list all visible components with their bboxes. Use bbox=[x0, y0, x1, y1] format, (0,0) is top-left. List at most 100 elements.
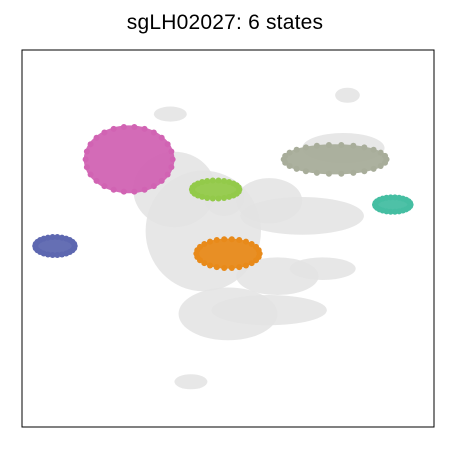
background-cells-layer bbox=[133, 87, 385, 390]
cell-point bbox=[407, 199, 414, 206]
cell-point bbox=[213, 237, 220, 244]
cell-point bbox=[361, 168, 368, 175]
cell-point bbox=[54, 234, 61, 241]
cell-point bbox=[204, 178, 211, 185]
cell-point bbox=[377, 163, 384, 170]
cell-point bbox=[221, 194, 228, 201]
cell-point bbox=[391, 208, 398, 215]
cell-point bbox=[164, 171, 171, 178]
cell-point bbox=[338, 141, 345, 148]
cell-point bbox=[382, 159, 389, 166]
state-cluster-4 bbox=[372, 194, 414, 215]
background-cell-cloud bbox=[289, 257, 356, 280]
cell-point bbox=[361, 144, 368, 151]
cell-point bbox=[110, 186, 117, 193]
cell-point bbox=[93, 134, 100, 141]
cell-point bbox=[120, 123, 127, 130]
cell-point bbox=[44, 234, 51, 241]
cell-point bbox=[236, 237, 243, 244]
cell-point bbox=[150, 183, 157, 190]
cell-point bbox=[382, 152, 389, 159]
cell-point bbox=[325, 141, 332, 148]
state-cluster-body bbox=[83, 125, 175, 194]
background-cell-cloud bbox=[211, 295, 327, 326]
state-cluster-body bbox=[281, 144, 389, 175]
cell-point bbox=[168, 148, 175, 155]
cell-point bbox=[221, 236, 228, 243]
cell-point bbox=[209, 195, 216, 202]
cell-point bbox=[58, 251, 65, 258]
cell-point bbox=[387, 194, 394, 201]
cell-point bbox=[248, 240, 255, 247]
background-cell-cloud bbox=[240, 197, 364, 235]
cell-point bbox=[120, 188, 127, 195]
cell-point bbox=[141, 186, 148, 193]
state-cluster-2 bbox=[280, 141, 390, 177]
cell-point bbox=[204, 194, 211, 201]
cell-point bbox=[207, 238, 214, 245]
cell-point bbox=[150, 129, 157, 136]
state-cluster-1 bbox=[82, 123, 176, 195]
cell-point bbox=[83, 148, 90, 155]
cell-point bbox=[286, 149, 293, 156]
cell-point bbox=[221, 178, 228, 185]
cell-point bbox=[87, 171, 94, 178]
cell-point bbox=[207, 262, 214, 269]
cell-point bbox=[141, 125, 148, 132]
plot-frame bbox=[21, 49, 435, 428]
state-cluster-5 bbox=[32, 234, 78, 259]
state-cluster-3 bbox=[188, 177, 243, 202]
cell-point bbox=[226, 193, 233, 200]
cell-point bbox=[158, 134, 165, 141]
cell-point bbox=[242, 238, 249, 245]
cell-point bbox=[201, 240, 208, 247]
cell-point bbox=[235, 184, 242, 191]
cell-point bbox=[71, 240, 78, 247]
cell-point bbox=[302, 144, 309, 151]
cell-point bbox=[350, 169, 357, 176]
cell-point bbox=[293, 146, 300, 153]
cell-point bbox=[201, 260, 208, 267]
background-cell-cloud bbox=[174, 374, 208, 390]
cell-point bbox=[110, 125, 117, 132]
cell-point bbox=[313, 142, 320, 149]
state-cluster-6 bbox=[193, 236, 263, 271]
cell-point bbox=[83, 164, 90, 171]
state-cluster-body bbox=[195, 238, 261, 269]
cell-point bbox=[131, 123, 138, 130]
cell-point bbox=[293, 165, 300, 172]
cell-point bbox=[49, 252, 56, 259]
cell-point bbox=[286, 163, 293, 170]
cell-point bbox=[169, 156, 176, 163]
cell-point bbox=[313, 169, 320, 176]
cell-point bbox=[242, 262, 249, 269]
cell-point bbox=[196, 243, 203, 250]
cell-point bbox=[370, 146, 377, 153]
cell-point bbox=[215, 177, 222, 184]
cell-point bbox=[54, 252, 61, 259]
cell-point bbox=[350, 142, 357, 149]
cell-point bbox=[101, 183, 108, 190]
cell-point bbox=[168, 164, 175, 171]
background-cell-cloud bbox=[153, 106, 187, 122]
cell-point bbox=[93, 177, 100, 184]
cell-point bbox=[49, 234, 56, 241]
cell-point bbox=[236, 264, 243, 271]
cell-point bbox=[87, 141, 94, 148]
cell-point bbox=[101, 129, 108, 136]
cell-point bbox=[213, 264, 220, 271]
cell-point bbox=[82, 156, 89, 163]
cell-point bbox=[199, 179, 206, 186]
cell-point bbox=[209, 177, 216, 184]
cell-point bbox=[221, 264, 228, 271]
cell-point bbox=[338, 170, 345, 177]
cell-point bbox=[228, 236, 235, 243]
state-clusters-layer bbox=[32, 123, 414, 271]
cell-point bbox=[302, 168, 309, 175]
cell-point bbox=[131, 188, 138, 195]
cell-point bbox=[158, 177, 165, 184]
cell-point bbox=[377, 149, 384, 156]
cell-point bbox=[228, 264, 235, 271]
cell-point bbox=[164, 141, 171, 148]
cell-point bbox=[253, 257, 260, 264]
